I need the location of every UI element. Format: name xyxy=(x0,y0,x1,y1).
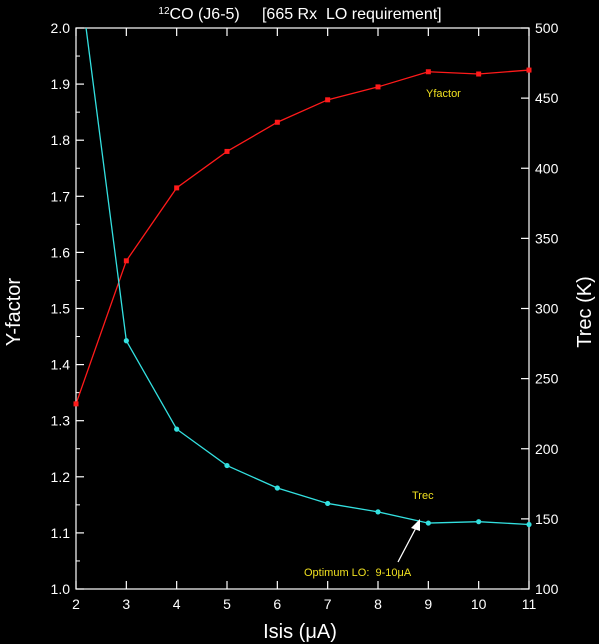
x-tick-label: 9 xyxy=(424,596,432,612)
trec-point xyxy=(375,509,381,515)
yfactor-point xyxy=(174,185,180,191)
y-left-axis-label: Y-factor xyxy=(3,278,25,347)
x-tick-label: 4 xyxy=(173,596,181,612)
plot-frame xyxy=(75,27,530,590)
yfactor-point xyxy=(224,148,230,154)
left-axis: 1.0 1.1 1.2 1.3 1.4 1.5 1.6 1.7 1.8 1.9 2.0 xyxy=(51,20,84,597)
yfactor-point xyxy=(274,119,280,125)
x-tick-label: 3 xyxy=(122,596,130,612)
trec-point xyxy=(123,338,129,344)
yfactor-point xyxy=(73,401,79,407)
y-left-tick-label: 1.1 xyxy=(51,525,71,541)
y-right-tick-label: 250 xyxy=(535,371,559,387)
x-tick-label: 8 xyxy=(374,596,382,612)
y-right-axis-label: Trec (K) xyxy=(574,276,596,347)
yfactor-point xyxy=(425,69,431,75)
trec-point xyxy=(425,520,431,526)
y-left-tick-label: 1.0 xyxy=(51,581,71,597)
y-right-tick-label: 200 xyxy=(535,441,559,457)
trec-point xyxy=(325,500,331,507)
trec-point xyxy=(476,519,482,525)
x-axis-label: Isis (μA) xyxy=(263,621,337,643)
optimum-unit: μA xyxy=(398,567,412,579)
x-tick-label: 5 xyxy=(223,596,231,612)
y-left-tick-label: 1.3 xyxy=(51,413,71,429)
yfactor-point xyxy=(526,67,532,73)
y-left-tick-label: 2.0 xyxy=(51,20,71,36)
trec-point xyxy=(526,521,532,528)
yfactor-point xyxy=(325,97,331,103)
y-right-tick-label: 500 xyxy=(535,20,559,36)
optimum-prefix: Optimum LO: 9-10 xyxy=(304,567,398,579)
optimum-annotation: Optimum LO: 9-10μA xyxy=(304,567,412,579)
title-superscript: 12 xyxy=(158,6,170,17)
x-axis-label-text: Isis (μA) xyxy=(263,621,337,643)
y-right-tick-label: 100 xyxy=(535,581,559,597)
right-axis: 100 150 200 250 300 350 400 450 500 xyxy=(521,20,559,597)
yfactor-point xyxy=(375,84,381,90)
trec-point xyxy=(174,426,180,432)
x-tick-label: 11 xyxy=(522,596,537,612)
yfactor-point xyxy=(123,258,129,264)
y-right-tick-label: 400 xyxy=(535,160,559,176)
chart-title: 12CO (J6-5) [665 Rx LO requirement] xyxy=(158,6,441,23)
y-left-tick-label: 1.9 xyxy=(51,76,71,92)
optimum-arrow xyxy=(397,519,420,563)
trec-series-line xyxy=(85,27,530,526)
trec-series-label: Trec xyxy=(412,490,434,502)
y-right-tick-label: 150 xyxy=(535,511,559,527)
y-right-tick-label: 350 xyxy=(535,230,559,246)
title-main: CO (J6-5) [665 Rx LO requirement] xyxy=(170,6,442,23)
y-left-tick-label: 1.8 xyxy=(51,132,71,148)
x-tick-label: 10 xyxy=(471,596,487,612)
y-left-tick-label: 1.7 xyxy=(51,188,71,204)
yfactor-point xyxy=(476,71,482,77)
trec-point xyxy=(274,485,280,491)
yfactor-series-line xyxy=(75,69,530,405)
y-right-tick-label: 450 xyxy=(535,90,559,106)
y-left-tick-label: 1.5 xyxy=(51,301,71,317)
yfactor-series-label: Yfactor xyxy=(426,88,461,100)
x-tick-label: 7 xyxy=(324,596,332,612)
y-right-tick-label: 300 xyxy=(535,301,559,317)
series-layer xyxy=(73,27,532,528)
x-tick-label: 6 xyxy=(273,596,281,612)
y-left-tick-label: 1.6 xyxy=(51,244,71,260)
y-left-tick-label: 1.4 xyxy=(51,357,71,373)
x-tick-label: 2 xyxy=(72,596,80,612)
trec-point xyxy=(224,462,230,469)
y-left-tick-label: 1.2 xyxy=(51,469,71,485)
x-axis: 2 3 4 5 6 7 8 9 10 11 xyxy=(72,28,536,612)
